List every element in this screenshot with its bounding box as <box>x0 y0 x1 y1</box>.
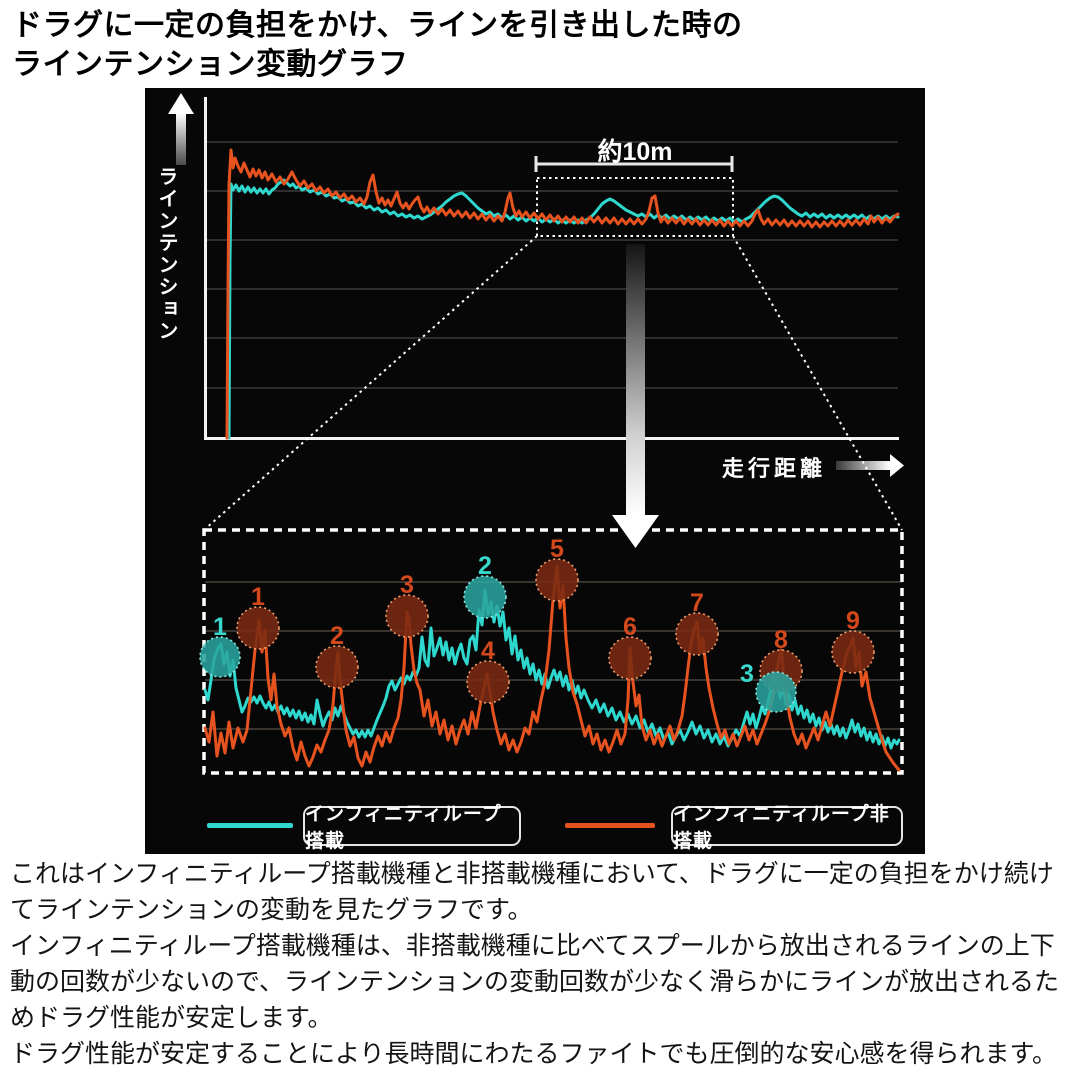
peak-without-loop-circle <box>466 660 510 704</box>
page-title: ドラグに一定の負担をかけ、ラインを引き出した時の ラインテンション変動グラフ <box>12 6 1062 84</box>
peak-with-loop-number: 3 <box>740 660 754 688</box>
peak-without-loop-circle <box>608 636 652 680</box>
peak-markers: 1 2 3 4 5 6 7 8 9 1 2 3 <box>199 535 875 713</box>
description-paragraph-1: これはインフィニティループ搭載機種と非搭載機種において、ドラグに一定の負担をかけ… <box>10 860 1054 924</box>
peak-with-loop-circle <box>755 671 797 713</box>
peak-without-loop-circle <box>315 645 359 689</box>
peak-without-loop-number: 5 <box>550 535 564 563</box>
peak-without-loop-circle <box>675 612 719 656</box>
peak-without-loop-number: 1 <box>251 583 265 611</box>
main-chart-series <box>225 148 900 440</box>
peak-with-loop-number: 2 <box>478 552 492 580</box>
annotation-10m-label: 約10m <box>597 138 673 166</box>
legend-label-without-loop: インフィニティループ非搭載 <box>671 804 903 852</box>
main-chart-axes <box>204 97 899 440</box>
y-axis-label: ラインテンション <box>155 166 177 342</box>
line-tension-chart: 1 2 3 4 5 6 7 8 9 1 2 3 <box>168 93 904 775</box>
peak-without-loop-circle <box>236 606 280 650</box>
peak-without-loop-number: 2 <box>330 622 344 650</box>
peak-without-loop-circle <box>385 594 429 638</box>
peak-with-loop-circle <box>199 636 241 678</box>
description-paragraph-2: インフィニティループ搭載機種は、非搭載機種に比べてスプールから放出されるラインの… <box>10 932 1060 1032</box>
peak-without-loop-number: 9 <box>846 607 860 635</box>
peak-without-loop-number: 3 <box>400 571 414 599</box>
peak-with-loop-number: 1 <box>213 613 227 641</box>
x-axis-label: 走行距離 <box>722 456 827 481</box>
legend-swatch-with-loop <box>207 823 293 828</box>
annotation-region-box <box>536 177 734 237</box>
legend-label-with-loop: インフィニティループ搭載 <box>303 804 521 852</box>
peak-without-loop-number: 8 <box>774 626 788 654</box>
page-title-line2: ラインテンション変動グラフ <box>12 48 409 81</box>
description-paragraph-3: ドラグ性能が安定することにより長時間にわたるファイトでも圧倒的な安心感を得られま… <box>10 1040 1058 1068</box>
peak-without-loop-number: 4 <box>481 637 495 665</box>
x-axis-arrow-icon <box>836 454 904 477</box>
peak-without-loop-number: 7 <box>690 589 704 617</box>
zoom-connector-lines <box>203 235 903 531</box>
legend-swatch-without-loop <box>565 823 655 828</box>
description-text: これはインフィニティループ搭載機種と非搭載機種において、ドラグに一定の負担をかけ… <box>10 856 1070 1072</box>
zoom-pointer-arrow-icon <box>612 244 659 548</box>
zoom-panel-border <box>202 528 904 775</box>
peak-without-loop-number: 6 <box>623 613 637 641</box>
peak-without-loop-circle <box>535 558 579 602</box>
annotation-10m-bracket <box>534 156 734 237</box>
gridlines <box>205 141 902 730</box>
page-title-line1: ドラグに一定の負担をかけ、ラインを引き出した時の <box>12 9 743 42</box>
peak-without-loop-circle <box>831 630 875 674</box>
y-axis-arrow-icon <box>168 93 194 165</box>
peak-with-loop-circle <box>463 575 507 619</box>
